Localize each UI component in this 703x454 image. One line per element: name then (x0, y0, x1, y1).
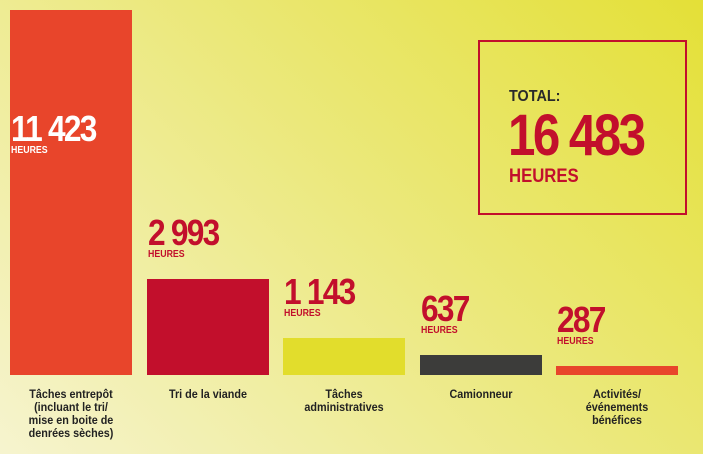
unit-label: HEURES (11, 145, 48, 156)
value-label-group: 1 143 HEURES (284, 271, 364, 320)
bar (419, 354, 542, 375)
total-box: TOTAL: 16 483 HEURES (478, 40, 687, 215)
bar (146, 279, 269, 375)
total-unit: HEURES (509, 166, 579, 187)
unit-label: HEURES (420, 324, 458, 336)
value-label: 287 (557, 298, 606, 340)
value-label-group: 11 423 HEURES (11, 108, 107, 157)
total-title: TOTAL: (509, 88, 561, 105)
value-label: 2 993 (147, 212, 220, 254)
value-label: 637 (420, 287, 470, 329)
bar (10, 10, 132, 375)
unit-label: HEURES (557, 335, 594, 347)
bar (556, 365, 678, 375)
unit-label: HEURES (284, 308, 321, 320)
category-label: Tâches administratives (304, 387, 384, 414)
category-label: Camionneur (448, 387, 512, 401)
value-label: 11 423 (11, 108, 97, 149)
value-label-group: 287 HEURES (557, 298, 611, 347)
value-label: 1 143 (284, 271, 356, 313)
value-label-group: 2 993 HEURES (147, 212, 228, 261)
total-value: 16 483 (508, 103, 646, 168)
unit-label: HEURES (147, 249, 185, 261)
category-label: Tâches entrepôt (incluant le tri/ mise e… (28, 387, 114, 440)
bar (283, 338, 405, 375)
value-label-group: 637 HEURES (420, 287, 475, 336)
category-label: Activités/ événements bénéfices (585, 387, 649, 427)
category-label: Tri de la viande (168, 387, 247, 401)
